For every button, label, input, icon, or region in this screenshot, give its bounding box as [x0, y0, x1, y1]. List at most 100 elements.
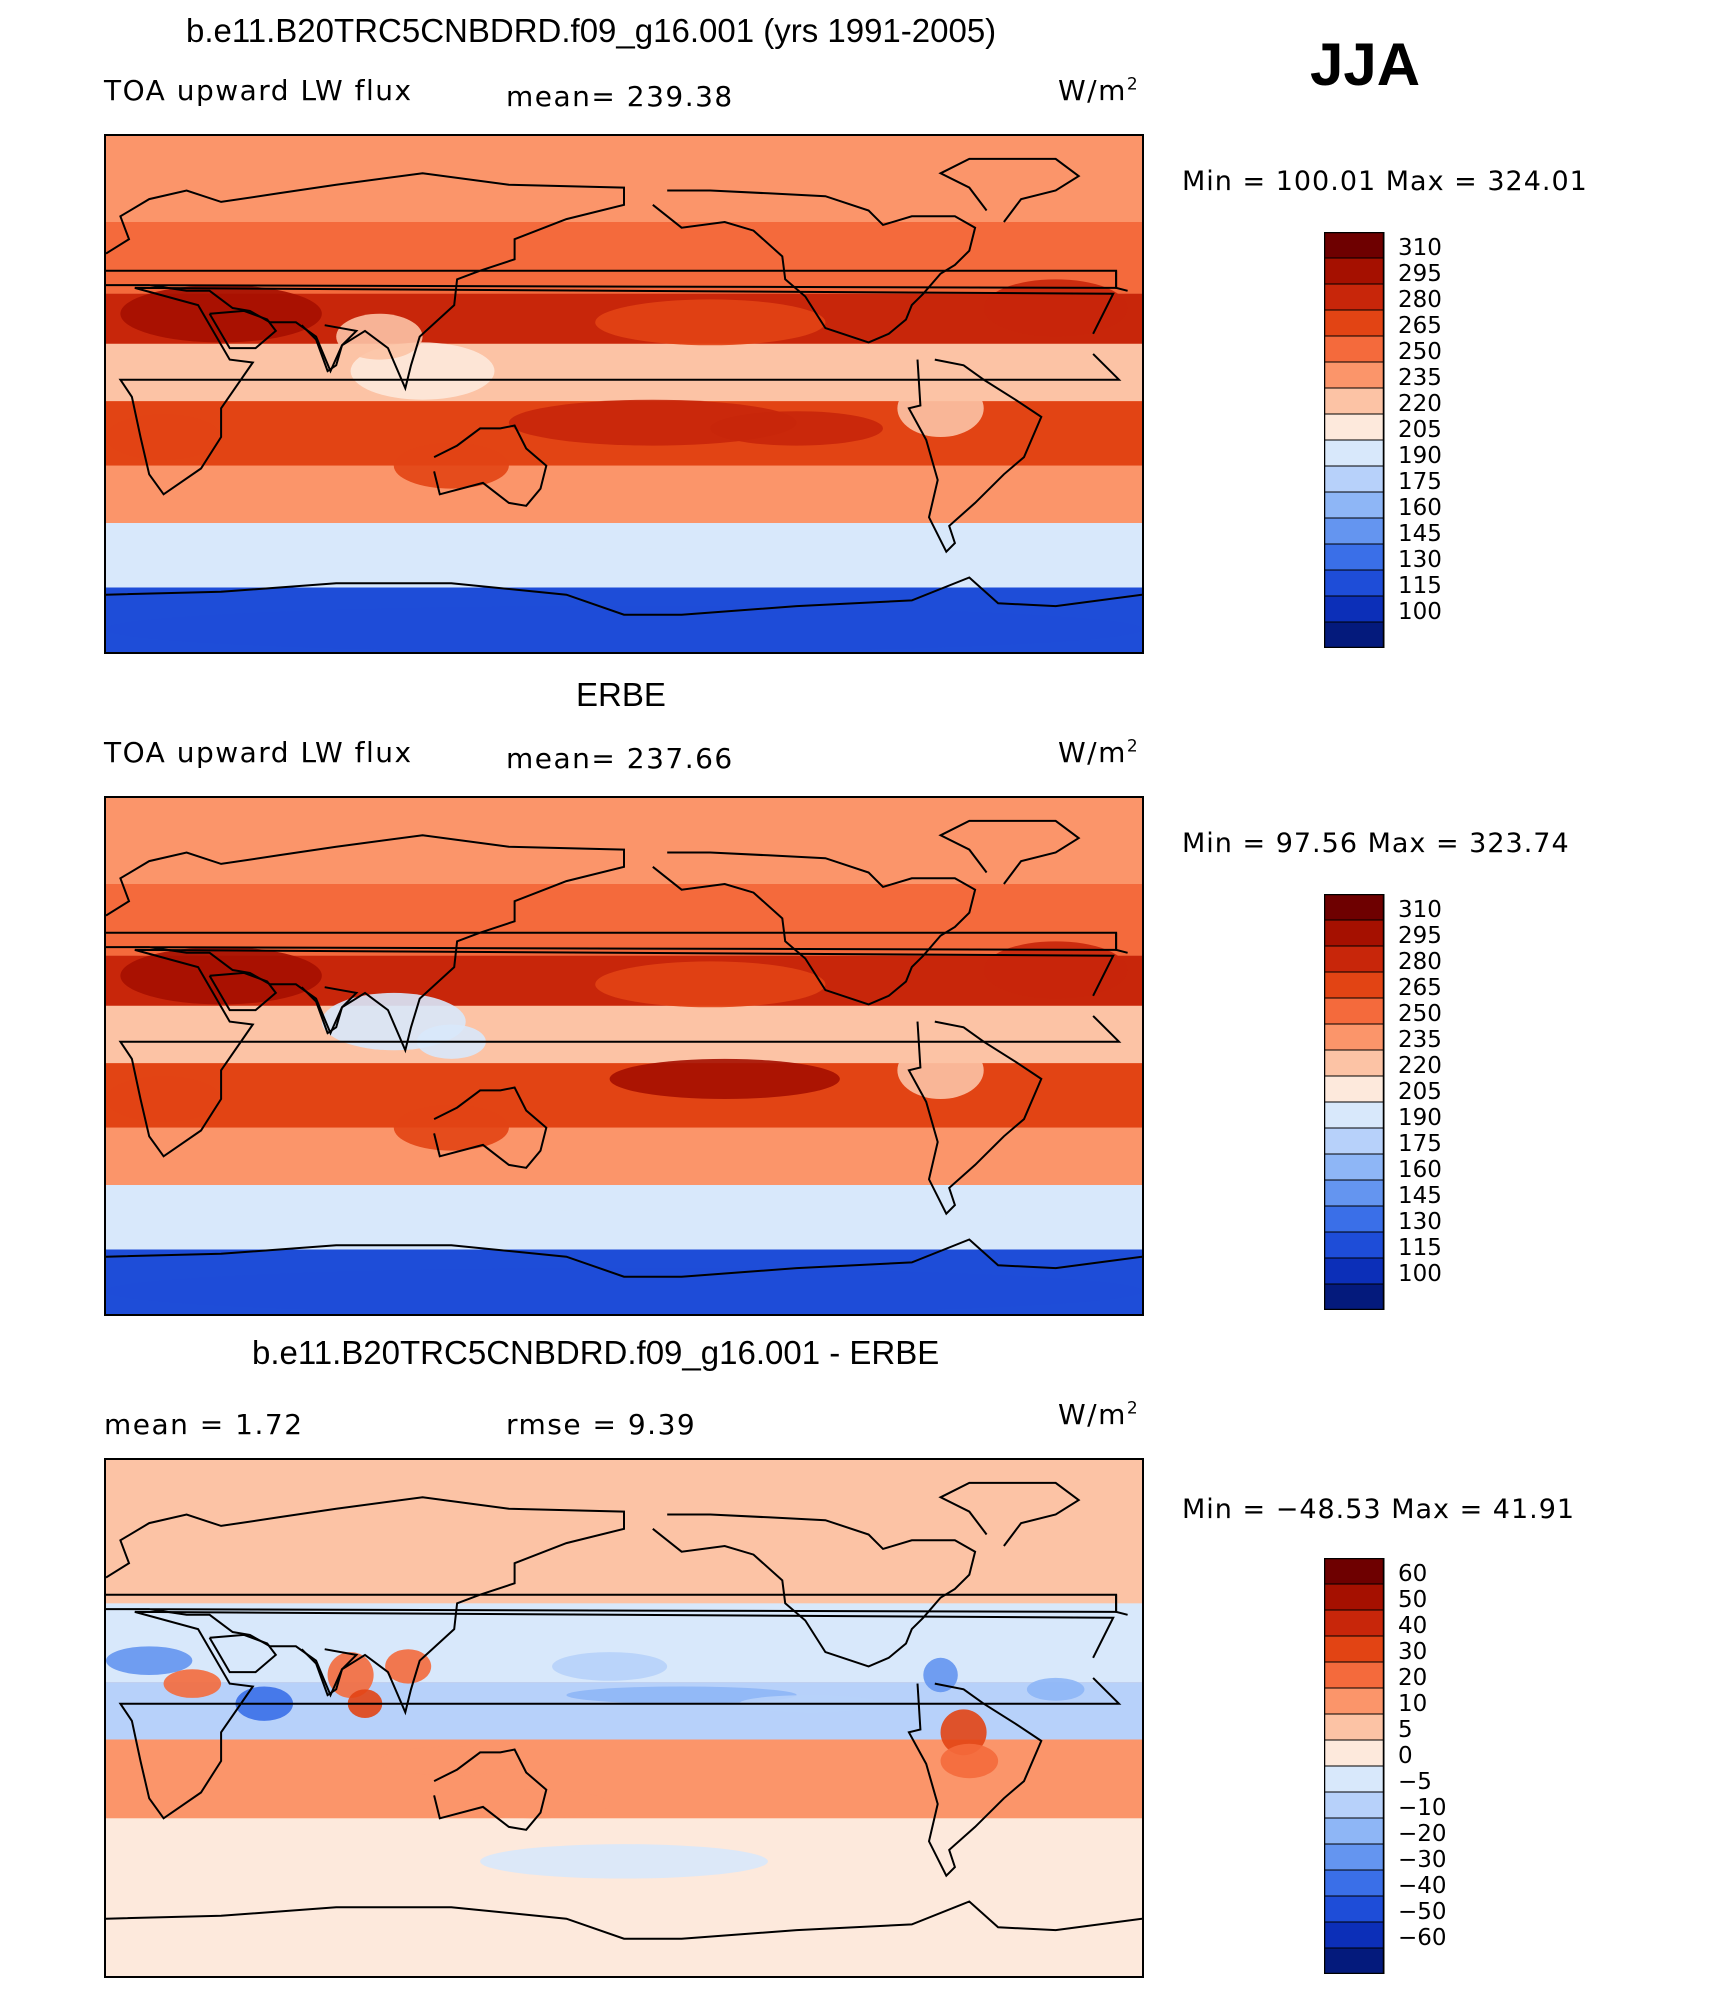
colorbar-swatch — [1324, 543, 1385, 571]
panel2-units-label: W/m2 — [1058, 736, 1140, 769]
colorbar-swatch — [1324, 1257, 1385, 1285]
field-band — [106, 798, 1142, 884]
panel2-colorbar: 310 295 280 265 250 235 220 205 190 175 160 145 130 1… — [1324, 894, 1484, 1310]
coastline — [118, 286, 1122, 496]
colorbar-swatch — [1324, 257, 1385, 285]
colorbar-swatch — [1324, 1713, 1385, 1741]
panel1-variable-label: TOA upward LW flux — [104, 74, 413, 107]
colorbar-swatch — [1324, 335, 1385, 363]
colorbar-tick-label: 130 — [1398, 547, 1442, 573]
colorbar-tick-label: 190 — [1398, 443, 1442, 469]
colorbar-tick-label: 235 — [1398, 1027, 1442, 1053]
coastline — [208, 309, 278, 350]
colorbar-swatch — [1324, 465, 1385, 493]
coastline — [652, 851, 977, 1006]
colorbar-swatch — [1324, 1609, 1385, 1637]
panel3-title: b.e11.B20TRC5CNBDRD.f09_g16.001 - ERBE — [252, 1334, 940, 1371]
coastline — [118, 1610, 1122, 1820]
colorbar-tick-label: −60 — [1398, 1925, 1447, 1951]
field-band — [106, 884, 1142, 956]
colorbar-tick-label: −10 — [1398, 1795, 1447, 1821]
panel1-minmax: Min = 100.01 Max = 324.01 — [1182, 166, 1588, 197]
colorbar-tick-label: 310 — [1398, 235, 1442, 261]
coastline — [938, 1481, 1081, 1547]
colorbar-tick-label: −50 — [1398, 1899, 1447, 1925]
field-band — [106, 1460, 1142, 1604]
field-feature — [609, 1058, 840, 1099]
colorbar-swatch — [1324, 517, 1385, 545]
colorbar-tick-label: 160 — [1398, 495, 1442, 521]
field-feature — [923, 1657, 958, 1693]
colorbar-swatch — [1324, 1153, 1385, 1181]
colorbar-swatch — [1324, 309, 1385, 337]
colorbar-tick-label: 250 — [1398, 1001, 1442, 1027]
colorbar-tick-label: 175 — [1398, 1131, 1442, 1157]
panel2-mean-label: mean= 237.66 — [506, 742, 734, 775]
coastline — [652, 189, 977, 344]
colorbar-swatch — [1324, 595, 1385, 623]
colorbar-tick-label: 250 — [1398, 339, 1442, 365]
coastline — [938, 157, 1081, 223]
panel3-map — [104, 1458, 1144, 1978]
coastline — [106, 172, 1118, 392]
field-feature — [465, 1789, 610, 1819]
coastline — [208, 971, 278, 1012]
coastline — [208, 1633, 278, 1674]
colorbar-swatch — [1324, 232, 1385, 259]
panel2-field — [106, 798, 1142, 1314]
colorbar-tick-label: 5 — [1398, 1717, 1413, 1743]
panel1-map — [104, 134, 1144, 654]
colorbar-swatch — [1324, 1049, 1385, 1077]
field-bands — [106, 798, 1142, 1314]
colorbar-tick-label: 280 — [1398, 287, 1442, 313]
field-feature — [106, 1268, 1142, 1314]
panel3-field — [106, 1460, 1142, 1976]
colorbar-tick-label: 265 — [1398, 975, 1442, 1001]
panel2-title: ERBE — [576, 676, 666, 713]
field-band — [106, 343, 1142, 402]
colorbar-swatch — [1324, 439, 1385, 467]
panel1-field — [106, 136, 1142, 652]
colorbar-swatch — [1324, 1231, 1385, 1259]
panel3-minmax: Min = −48.53 Max = 41.91 — [1182, 1494, 1576, 1525]
field-feature — [552, 1652, 668, 1681]
colorbar-swatch — [1324, 1791, 1385, 1819]
coastline — [433, 424, 548, 507]
field-feature — [336, 313, 423, 360]
colorbar-swatch — [1324, 1765, 1385, 1793]
coastline — [433, 1748, 548, 1831]
field-feature — [940, 1709, 987, 1756]
colorbar-tick-label: 0 — [1398, 1743, 1413, 1769]
field-feature — [106, 1076, 222, 1122]
colorbar-swatch — [1324, 1869, 1385, 1897]
colorbar-swatch — [1324, 1558, 1385, 1585]
colorbar-tick-label: 205 — [1398, 417, 1442, 443]
colorbar-swatch — [1324, 997, 1385, 1025]
colorbar-swatch — [1324, 1101, 1385, 1129]
colorbar-swatch — [1324, 491, 1385, 519]
field-band — [106, 1818, 1142, 1976]
field-band — [106, 222, 1142, 294]
field-bands — [106, 1460, 1142, 1976]
colorbar-tick-label: 145 — [1398, 1183, 1442, 1209]
panel1-colorbar: 310 295 280 265 250 235 220 205 190 175 160 145 130 1… — [1324, 232, 1484, 648]
colorbar-tick-label: −40 — [1398, 1873, 1447, 1899]
coastline — [652, 1513, 977, 1668]
field-feature — [393, 1104, 509, 1151]
coastlines — [106, 157, 1142, 616]
colorbar-swatch — [1324, 1895, 1385, 1923]
field-feature — [379, 1746, 524, 1776]
colorbar-tick-label: 295 — [1398, 923, 1442, 949]
colorbar-swatch — [1324, 283, 1385, 311]
field-feature — [940, 1743, 999, 1779]
colorbar-swatch — [1324, 919, 1385, 947]
colorbar-swatch — [1324, 387, 1385, 415]
colorbar-tick-label: 30 — [1398, 1639, 1427, 1665]
field-feature — [1026, 1677, 1085, 1701]
colorbar-swatch — [1324, 361, 1385, 389]
colorbar-tick-label: 60 — [1398, 1561, 1427, 1587]
colorbar-swatch — [1324, 1283, 1385, 1310]
colorbar-swatch — [1324, 971, 1385, 999]
colorbar-tick-label: 130 — [1398, 1209, 1442, 1235]
colorbar-tick-label: 190 — [1398, 1105, 1442, 1131]
